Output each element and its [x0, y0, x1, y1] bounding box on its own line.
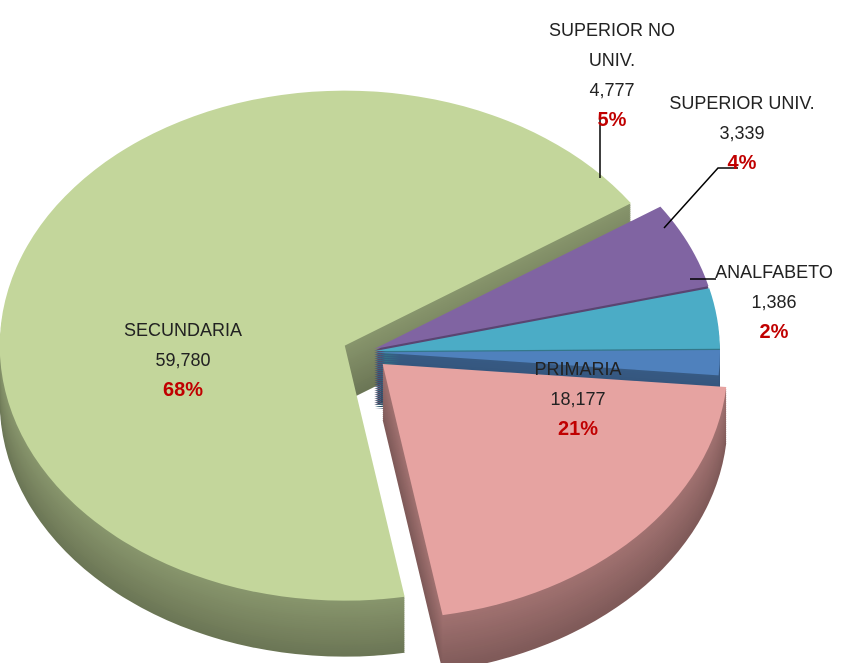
- data-label: SUPERIOR NO UNIV. 4,777 5%: [547, 15, 677, 135]
- slice: [374, 349, 720, 376]
- value-label: 4,777: [589, 80, 635, 100]
- data-label: PRIMARIA 18,177 21%: [478, 354, 678, 444]
- percent-label: 5%: [597, 109, 627, 131]
- category-label: SECUNDARIA: [123, 320, 243, 340]
- leader-line: [663, 167, 738, 229]
- percent-label: 21%: [557, 418, 599, 440]
- data-label: ANALFABETO 1,386 2%: [674, 257, 843, 347]
- slice: [374, 288, 720, 352]
- category-label: SUPERIOR NO UNIV.: [548, 20, 676, 70]
- category-label: PRIMARIA: [534, 359, 622, 379]
- slice: [0, 90, 631, 601]
- value-label: 59,780: [155, 350, 211, 370]
- slice: [374, 206, 709, 349]
- percent-label: 4%: [727, 152, 757, 174]
- percent-label: 68%: [162, 379, 204, 401]
- value-label: 18,177: [550, 389, 606, 409]
- value-label: 3,339: [719, 123, 765, 143]
- data-label: SECUNDARIA 59,780 68%: [83, 315, 283, 405]
- value-label: 1,386: [751, 292, 797, 312]
- category-label: SUPERIOR UNIV.: [669, 93, 815, 113]
- category-label: ANALFABETO: [715, 262, 833, 282]
- slice: [382, 364, 727, 616]
- data-label: SUPERIOR UNIV. 3,339 4%: [642, 88, 842, 178]
- percent-label: 2%: [759, 321, 789, 343]
